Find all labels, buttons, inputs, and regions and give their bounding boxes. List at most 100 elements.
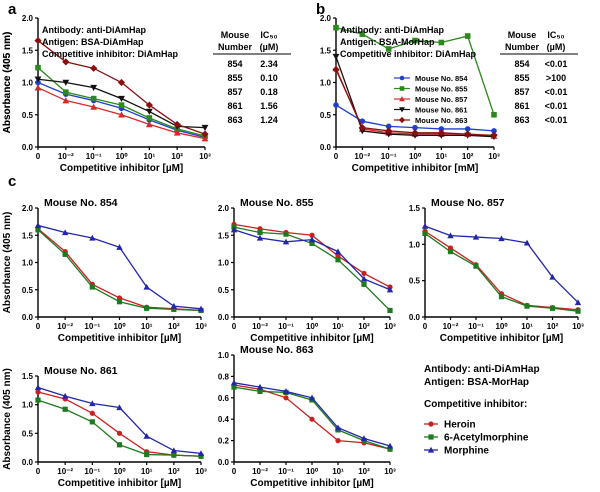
table-header: Number <box>505 42 540 52</box>
data-point <box>197 305 205 312</box>
data-point <box>387 307 393 314</box>
data-point <box>309 416 315 422</box>
data-point <box>361 270 367 276</box>
panel-note: Competitive inhibitor: DiAmHap <box>340 49 477 59</box>
chart-title: Mouse No. 861 <box>44 365 118 377</box>
x-tick-label: 10⁻² <box>57 467 73 476</box>
x-tick-label: 10³ <box>384 467 396 476</box>
y-tick-label: 2.0 <box>218 204 230 213</box>
data-point <box>231 384 237 390</box>
data-point <box>171 306 177 312</box>
y-tick-label: 2.0 <box>320 14 332 23</box>
data-point <box>256 234 264 241</box>
data-point <box>118 102 125 108</box>
data-point <box>308 394 316 401</box>
data-point <box>35 397 41 403</box>
table-header: Mouse <box>508 30 537 40</box>
x-tick-label: 10¹ <box>141 322 153 331</box>
y-tick-label: 1.0 <box>409 240 421 249</box>
data-point <box>575 308 581 314</box>
chart-c3: 0.0 0.5 1.0 1.5 0 10⁻² 10⁻¹ 10⁰ 10¹ 10² 10³ Competi… <box>409 197 584 344</box>
x-tick-label: 10⁰ <box>115 152 128 161</box>
x-tick-label: 10³ <box>488 152 500 161</box>
data-point <box>257 229 263 236</box>
data-point <box>62 406 68 412</box>
data-point <box>35 389 41 395</box>
table-cell: <0.01 <box>545 101 568 111</box>
table-cell: 854 <box>227 59 242 69</box>
legend-marker <box>428 434 434 440</box>
legend-label: 6-Acetylmorphine <box>444 433 529 444</box>
table-cell: 857 <box>514 87 529 97</box>
data-point <box>230 226 238 233</box>
x-tick-label: 10² <box>358 322 370 331</box>
chart-title: Mouse No. 855 <box>240 197 314 209</box>
panel-label-c: c <box>8 173 16 190</box>
y-tick-label: 0.5 <box>218 286 230 295</box>
data-point <box>257 388 263 394</box>
y-tick-label: 1.0 <box>22 401 34 410</box>
data-point <box>118 95 125 103</box>
data-point <box>173 120 181 129</box>
data-point <box>34 36 42 45</box>
x-tick-label: 10² <box>168 322 180 331</box>
data-point <box>34 222 42 229</box>
chart-c1: 0.0 0.5 1.0 1.5 2.0 0 10⁻² 10⁻¹ 10⁰ 10¹ 10² 10³ Comp… <box>2 197 207 344</box>
x-axis-label: Competitive inhibitor [µM] <box>58 478 182 489</box>
y-tick-label: 0.0 <box>22 458 34 467</box>
y-tick-label: 0.2 <box>218 437 230 446</box>
x-tick-label: 10⁻² <box>252 467 268 476</box>
legend-c: Antibody: anti-DiAmHap Antigen: BSA-MorHa… <box>424 364 540 457</box>
legend-label: Mouse No. 861 <box>415 106 468 115</box>
x-tick-label: 10⁻² <box>57 322 73 331</box>
data-point <box>524 303 530 309</box>
data-point <box>89 400 96 407</box>
x-tick-label: 0 <box>423 322 428 331</box>
data-point <box>411 129 419 137</box>
legend-note: Antibody: anti-DiAmHap <box>424 364 540 375</box>
x-tick-label: 10² <box>168 467 180 476</box>
data-point <box>62 58 70 66</box>
data-point <box>472 233 480 240</box>
legend-title: Competitive inhibitor: <box>424 399 527 410</box>
data-point <box>145 121 153 128</box>
y-tick-label: 1.0 <box>320 79 332 88</box>
legend-marker <box>399 107 405 113</box>
x-tick-label: 10³ <box>199 152 211 161</box>
data-point <box>89 234 96 241</box>
table-cell: 1.24 <box>260 115 278 125</box>
data-point <box>117 78 126 87</box>
data-point <box>89 419 95 425</box>
y-axis-label: Absorbance (405 nm) <box>2 32 13 134</box>
y-tick-label: 0.8 <box>218 372 230 381</box>
y-tick-label: 1.5 <box>22 46 34 55</box>
x-tick-label: 10¹ <box>436 152 448 161</box>
data-point <box>61 229 69 236</box>
y-tick-label: 0.5 <box>320 111 332 120</box>
x-tick-label: 10⁻² <box>58 152 74 161</box>
x-tick-label: 10⁰ <box>306 322 319 331</box>
table-header: Mouse <box>221 30 250 40</box>
legend-label: Mouse No. 854 <box>415 74 468 83</box>
table-cell: >100 <box>546 73 566 83</box>
legend-marker <box>427 446 435 453</box>
y-tick-label: 0.5 <box>409 277 421 286</box>
table-header: Number <box>218 42 253 52</box>
data-point <box>498 235 505 242</box>
y-tick-label: 0.0 <box>218 313 230 322</box>
x-tick-label: 10⁻¹ <box>381 152 397 161</box>
data-point <box>118 111 125 118</box>
chart-b: 0.0 0.5 1.0 1.5 2.0 0 10⁻² 10⁻¹ 10⁰ 10¹ 10² 10³ Comp… <box>2 14 578 174</box>
data-point <box>62 97 70 104</box>
table-cell: 0.10 <box>260 73 278 83</box>
data-point <box>197 450 205 456</box>
chart-c4: 0.0 0.5 1.0 1.5 0 10⁻² 10⁻¹ 10⁰ 10¹ 10² 10³ Competi… <box>2 365 207 489</box>
table-header: (µM) <box>547 42 566 52</box>
data-point <box>334 248 342 255</box>
x-tick-label: 10² <box>547 322 559 331</box>
chart-title: Mouse No. 854 <box>44 197 118 209</box>
data-point <box>89 284 95 290</box>
panel-note: Antibody: anti-DiAmHap <box>42 25 146 35</box>
data-point <box>282 238 290 245</box>
